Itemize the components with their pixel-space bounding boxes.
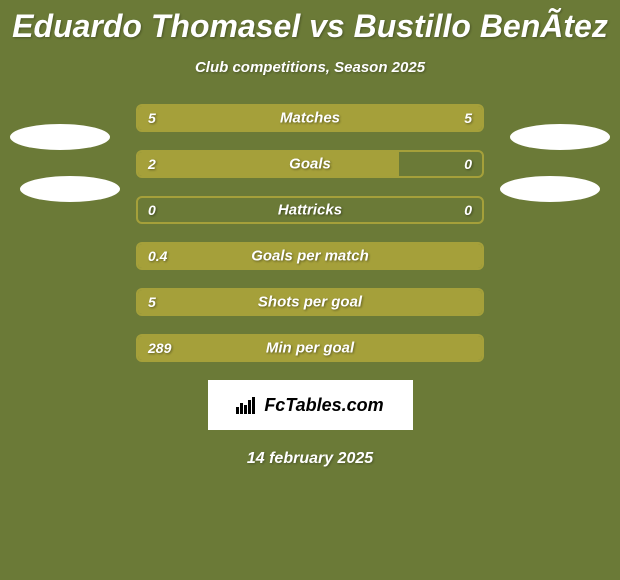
stat-label: Goals per match bbox=[138, 248, 482, 265]
stat-row-goals-per-match: 0.4 Goals per match bbox=[136, 242, 484, 270]
stat-row-goals: 2 Goals 0 bbox=[136, 150, 484, 178]
chart-icon bbox=[236, 396, 258, 414]
stat-row-min-per-goal: 289 Min per goal bbox=[136, 334, 484, 362]
stat-label: Goals bbox=[138, 156, 482, 173]
stat-row-shots-per-goal: 5 Shots per goal bbox=[136, 288, 484, 316]
stat-value-right: 5 bbox=[464, 110, 472, 126]
stat-value-right: 0 bbox=[464, 156, 472, 172]
page-title: Eduardo Thomasel vs Bustillo BenÃtez bbox=[0, 0, 620, 45]
stat-label: Shots per goal bbox=[138, 294, 482, 311]
stat-row-hattricks: 0 Hattricks 0 bbox=[136, 196, 484, 224]
stats-container: 5 Matches 5 2 Goals 0 0 Hattricks 0 0.4 … bbox=[0, 104, 620, 362]
branding-text: FcTables.com bbox=[264, 395, 383, 416]
stat-value-right: 0 bbox=[464, 202, 472, 218]
stat-row-matches: 5 Matches 5 bbox=[136, 104, 484, 132]
stat-label: Hattricks bbox=[138, 202, 482, 219]
branding-badge: FcTables.com bbox=[208, 380, 413, 430]
page-subtitle: Club competitions, Season 2025 bbox=[0, 59, 620, 76]
stat-label: Matches bbox=[138, 110, 482, 127]
stat-label: Min per goal bbox=[138, 340, 482, 357]
date-text: 14 february 2025 bbox=[0, 450, 620, 468]
